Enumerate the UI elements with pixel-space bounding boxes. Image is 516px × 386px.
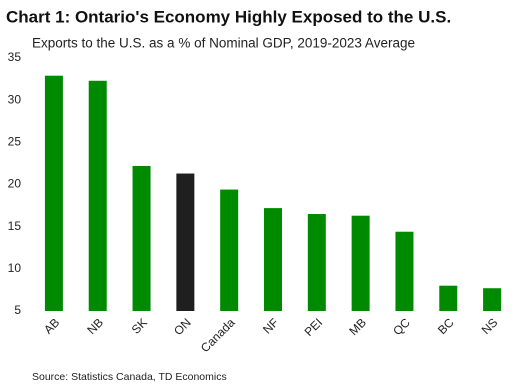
- bar: [307, 214, 326, 311]
- x-tick-label: MB: [346, 315, 369, 338]
- x-tick-label: NB: [84, 315, 106, 337]
- bar: [395, 231, 414, 311]
- x-tick-label: QC: [390, 315, 413, 338]
- bar: [483, 288, 502, 311]
- x-tick-label: NS: [479, 315, 501, 337]
- y-tick-label: 30: [8, 92, 22, 106]
- chart-subtitle: Exports to the U.S. as a % of Nominal GD…: [32, 36, 415, 51]
- x-tick-label: Canada: [198, 315, 238, 355]
- x-tick-label: PEI: [302, 315, 326, 339]
- bar: [439, 285, 458, 311]
- y-tick-label: 5: [14, 303, 21, 317]
- bar: [176, 173, 195, 311]
- bar: [132, 165, 151, 311]
- y-tick-label: 25: [8, 135, 22, 149]
- y-tick-label: 10: [8, 261, 22, 275]
- bar: [88, 80, 107, 312]
- chart-title: Chart 1: Ontario's Economy Highly Expose…: [6, 7, 451, 26]
- x-tick-label: SK: [129, 315, 150, 336]
- bar: [220, 189, 239, 311]
- bar: [351, 215, 370, 311]
- y-tick-label: 35: [8, 50, 22, 64]
- x-tick-label: NF: [260, 315, 281, 336]
- source-note: Source: Statistics Canada, TD Economics: [32, 371, 227, 383]
- x-tick-label: AB: [41, 315, 62, 336]
- y-tick-label: 20: [8, 177, 22, 191]
- x-tick-label: ON: [171, 315, 194, 338]
- bar: [264, 208, 282, 311]
- bar: [44, 75, 63, 312]
- y-tick-label: 15: [8, 219, 22, 233]
- x-tick-label: BC: [435, 315, 457, 337]
